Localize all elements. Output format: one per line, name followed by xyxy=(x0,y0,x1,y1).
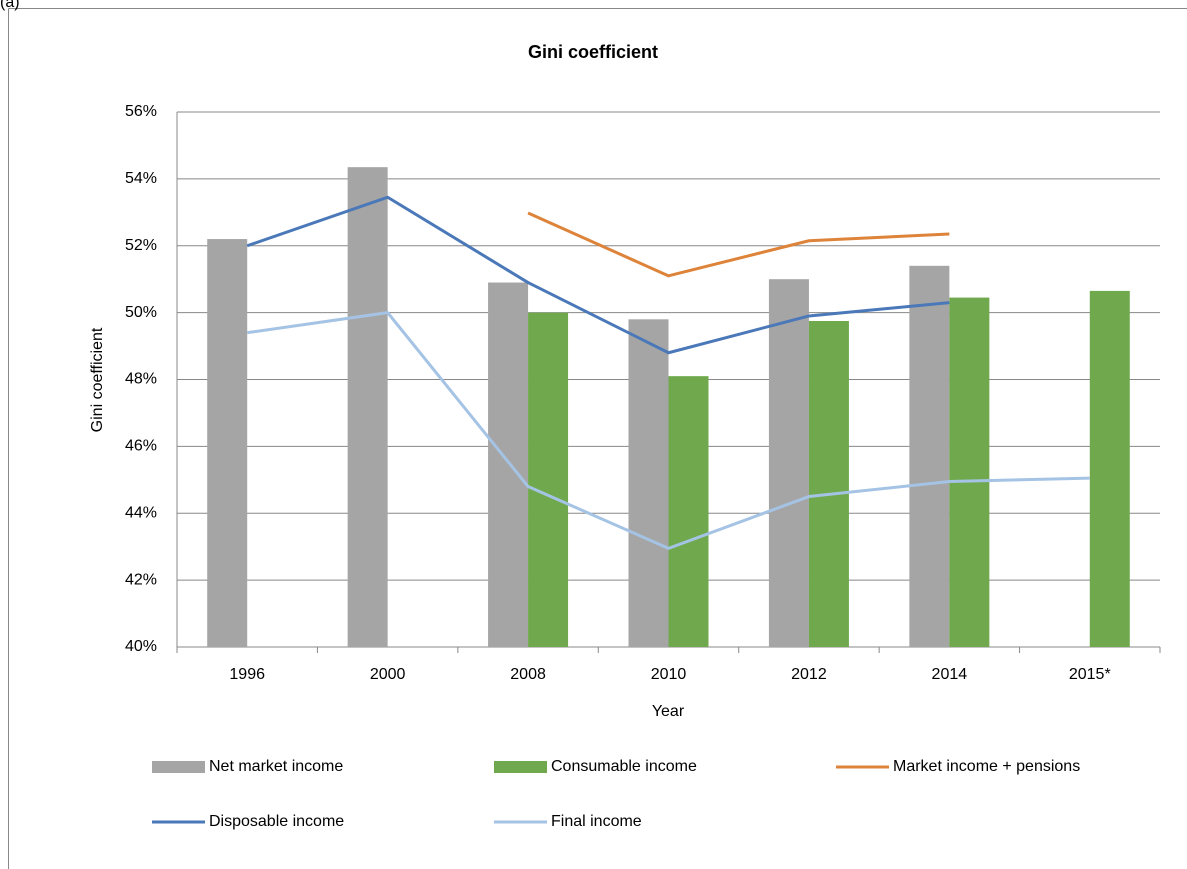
legend-swatch xyxy=(152,761,205,773)
y-tick-label: 56% xyxy=(125,103,157,120)
chart-title: Gini coefficient xyxy=(528,42,658,62)
legend-label: Consumable income xyxy=(551,758,697,775)
legend-label: Disposable income xyxy=(209,813,344,830)
bar xyxy=(768,279,809,647)
y-tick-label: 48% xyxy=(125,371,157,388)
panel-label: (a) xyxy=(0,0,20,11)
x-axis-title: Year xyxy=(652,703,685,720)
x-tick-label: 2008 xyxy=(510,666,546,683)
y-axis-title: Gini coefficient xyxy=(89,327,106,432)
bar xyxy=(207,239,248,647)
bar xyxy=(347,167,388,647)
bar xyxy=(488,282,529,647)
bar xyxy=(528,312,569,647)
y-tick-label: 40% xyxy=(125,638,157,655)
y-tick-label: 46% xyxy=(125,438,157,455)
x-tick-label: 1996 xyxy=(229,666,265,683)
line xyxy=(246,195,950,355)
bar xyxy=(628,319,669,647)
x-tick-label: 2010 xyxy=(651,666,687,683)
bar xyxy=(668,376,709,647)
x-tick-label: 2012 xyxy=(791,666,827,683)
x-tick-label: 2000 xyxy=(370,666,406,683)
legend-swatch xyxy=(494,761,547,773)
legend-label: Market income + pensions xyxy=(893,758,1080,775)
line xyxy=(527,211,950,278)
bar xyxy=(949,297,990,647)
line xyxy=(247,311,1090,550)
legend-label: Net market income xyxy=(209,758,343,775)
bar xyxy=(909,265,950,647)
x-tick-label: 2014 xyxy=(932,666,968,683)
x-tick-label: 2015* xyxy=(1069,666,1111,683)
y-tick-label: 52% xyxy=(125,237,157,254)
y-tick-label: 42% xyxy=(125,571,157,588)
y-tick-label: 50% xyxy=(125,304,157,321)
legend-label: Final income xyxy=(551,813,642,830)
bar xyxy=(1089,290,1130,647)
bar xyxy=(808,320,849,647)
y-tick-label: 54% xyxy=(125,170,157,187)
y-tick-label: 44% xyxy=(125,504,157,521)
